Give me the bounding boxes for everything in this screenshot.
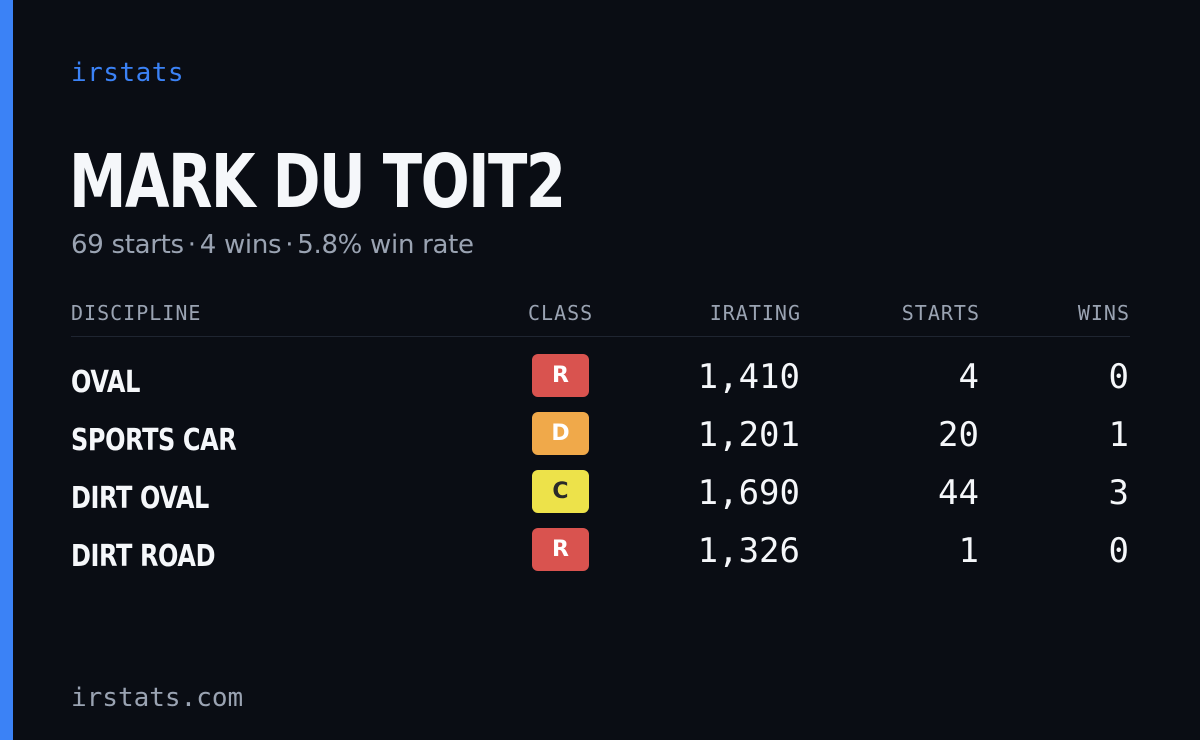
wins-value: 1 bbox=[1108, 415, 1129, 455]
discipline-name: DIRT OVAL bbox=[71, 481, 209, 516]
footer-domain: irstats.com bbox=[71, 683, 244, 713]
accent-bar bbox=[0, 0, 13, 740]
stats-table: DISCIPLINE CLASS IRATING STARTS WINS OVA… bbox=[71, 294, 1130, 586]
discipline-name: SPORTS CAR bbox=[71, 423, 237, 458]
table-row: SPORTS CAR D 1,201 20 1 bbox=[71, 412, 1130, 470]
irating-value: 1,201 bbox=[697, 415, 800, 455]
table-header: DISCIPLINE CLASS IRATING STARTS WINS bbox=[71, 294, 1130, 337]
separator: · bbox=[285, 230, 294, 260]
discipline-name: OVAL bbox=[71, 365, 140, 400]
irating-value: 1,410 bbox=[697, 357, 800, 397]
wins-value: 3 bbox=[1108, 473, 1129, 513]
starts-value: 1 bbox=[958, 531, 979, 571]
wins-value: 0 bbox=[1108, 531, 1129, 571]
header-discipline: DISCIPLINE bbox=[71, 301, 202, 325]
table-row: DIRT OVAL C 1,690 44 3 bbox=[71, 470, 1130, 528]
separator: · bbox=[187, 230, 196, 260]
class-badge: R bbox=[532, 354, 589, 397]
brand-logo-text: irstats bbox=[71, 58, 185, 88]
class-badge: D bbox=[532, 412, 589, 455]
header-starts: STARTS bbox=[901, 301, 980, 325]
irating-value: 1,690 bbox=[697, 473, 800, 513]
header-irating: IRATING bbox=[709, 301, 801, 325]
starts-value: 20 bbox=[938, 415, 979, 455]
starts-value: 4 bbox=[958, 357, 979, 397]
starts-value: 44 bbox=[938, 473, 979, 513]
irating-value: 1,326 bbox=[697, 531, 800, 571]
header-class: CLASS bbox=[528, 301, 594, 325]
wins-summary: 4 wins bbox=[199, 230, 282, 260]
class-badge: R bbox=[532, 528, 589, 571]
discipline-name: DIRT ROAD bbox=[71, 539, 216, 574]
table-body: OVAL R 1,410 4 0 SPORTS CAR D 1,201 20 1… bbox=[71, 354, 1130, 586]
driver-name: MARK DU TOIT2 bbox=[69, 139, 566, 225]
starts-summary: 69 starts bbox=[71, 230, 184, 260]
wins-value: 0 bbox=[1108, 357, 1129, 397]
class-badge: C bbox=[532, 470, 589, 513]
win-rate-summary: 5.8% win rate bbox=[297, 230, 474, 260]
header-wins: WINS bbox=[1077, 301, 1130, 325]
driver-summary: 69 starts · 4 wins · 5.8% win rate bbox=[71, 228, 474, 262]
table-row: DIRT ROAD R 1,326 1 0 bbox=[71, 528, 1130, 586]
table-row: OVAL R 1,410 4 0 bbox=[71, 354, 1130, 412]
